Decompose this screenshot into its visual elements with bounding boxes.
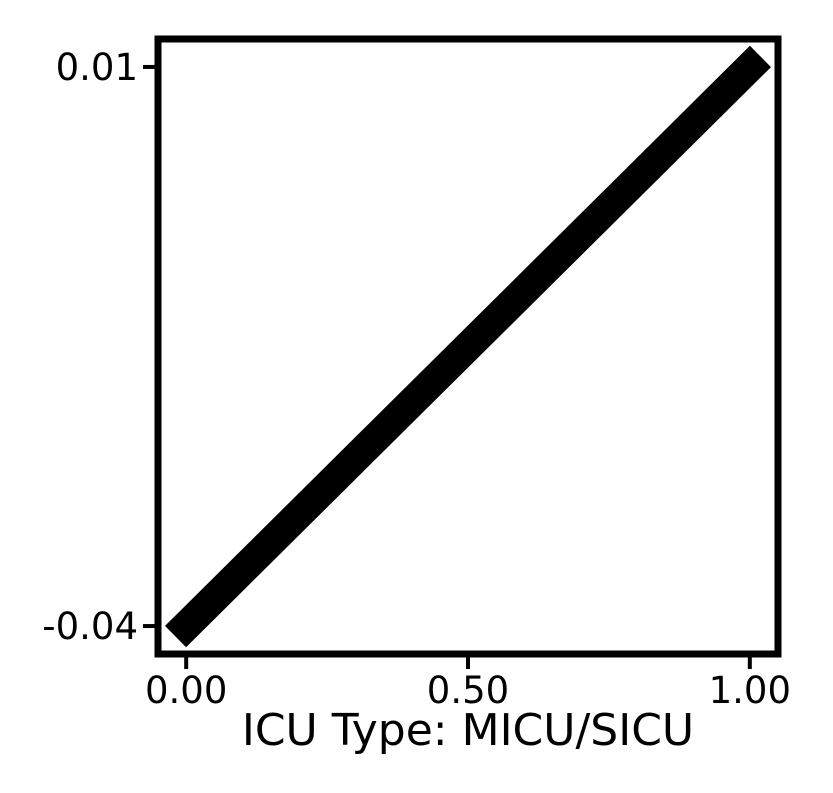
x-axis-label: ICU Type: MICU/SICU [242,705,694,756]
y-axis-ticks: -0.04 0.01 [42,46,158,648]
x-tick-label: 1.00 [709,669,791,712]
x-tick-label: 0.50 [427,669,509,712]
y-tick-label: -0.04 [42,605,138,648]
x-tick-label: 0.00 [145,669,227,712]
plot-area [164,45,772,648]
series-line-0 [164,45,772,648]
x-axis-ticks: 0.00 0.50 1.00 [145,654,791,712]
y-tick-label: 0.01 [56,46,138,89]
